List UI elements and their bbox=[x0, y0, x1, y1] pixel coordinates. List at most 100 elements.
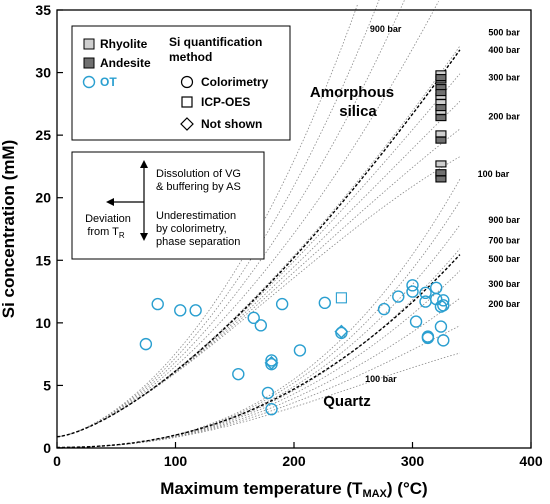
point-ot-diamond-0 bbox=[264, 355, 279, 370]
x-axis-title-subscript: MAX bbox=[362, 488, 387, 500]
inset-left-text-line2: from TR bbox=[87, 226, 125, 240]
pressure-label-4: 200 bar bbox=[488, 111, 520, 121]
point-rhyolite-square-3 bbox=[435, 130, 447, 138]
point-ot-circle-30 bbox=[421, 331, 435, 345]
amorphous-silica-label-line1: Amorphous bbox=[310, 84, 394, 101]
point-ot-circle-28 bbox=[437, 334, 450, 347]
pressure-label-11: 100 bar bbox=[365, 374, 397, 384]
legend-colorimetry-marker bbox=[180, 75, 194, 89]
legend-rhyolite-marker bbox=[83, 38, 95, 50]
legend-andesite-marker bbox=[83, 57, 95, 69]
point-andesite-square-5 bbox=[435, 169, 447, 177]
point-ot-circle-13 bbox=[318, 296, 332, 310]
x-tick-label-0: 0 bbox=[53, 453, 61, 469]
amorphous-isobar-6 bbox=[56, 0, 405, 438]
point-ot-circle-18 bbox=[406, 285, 419, 298]
point-rhyolite-square-4 bbox=[435, 160, 447, 168]
y-tick-label-0: 0 bbox=[43, 440, 51, 456]
point-ot-circle-19 bbox=[409, 315, 423, 328]
quartz-curve bbox=[57, 254, 461, 449]
inset-up-text-line2: & buffering by AS bbox=[156, 181, 241, 193]
legend-method-title-line1: Si quantification bbox=[169, 35, 262, 49]
y-tick-label-15: 15 bbox=[35, 252, 51, 268]
point-ot-circle-16 bbox=[392, 290, 405, 303]
amorphous-silica-label-line2: silica bbox=[339, 103, 377, 120]
point-ot-diamond-1 bbox=[334, 324, 349, 339]
point-andesite-square-6 bbox=[435, 175, 447, 183]
point-ot-circle-3 bbox=[189, 304, 202, 317]
point-ot-circle-6 bbox=[254, 319, 268, 332]
x-tick-label-100: 100 bbox=[164, 453, 188, 469]
legend-rhyolite-label: Rhyolite bbox=[100, 37, 148, 51]
x-tick-label-400: 400 bbox=[519, 453, 543, 469]
inset-frame bbox=[71, 151, 265, 260]
inset-left-arrowhead bbox=[106, 198, 114, 206]
inset-down-text-line2: by colorimetry, bbox=[156, 223, 227, 235]
x-axis-title: Maximum temperature (TMAX) (°C) bbox=[160, 479, 427, 500]
quartz-isobar-0 bbox=[57, 352, 461, 448]
amorphous-isobar-7 bbox=[56, 0, 380, 438]
point-ot-circle-15 bbox=[377, 302, 391, 316]
quartz-isobar-1 bbox=[57, 325, 461, 448]
legend: Rhyolite Andesite OT Si quantification m… bbox=[71, 25, 291, 141]
point-ot-circle-5 bbox=[247, 311, 260, 325]
legend-colorimetry-label: Colorimetry bbox=[201, 75, 269, 89]
legend-ot-marker bbox=[82, 75, 96, 89]
pressure-label-7: 700 bar bbox=[488, 235, 520, 245]
pressure-label-10: 200 bar bbox=[488, 299, 520, 309]
y-tick-label-20: 20 bbox=[35, 190, 51, 206]
point-ot-circle-11 bbox=[275, 297, 289, 311]
point-andesite-square-3 bbox=[435, 114, 447, 122]
point-ot-circle-23 bbox=[430, 281, 443, 295]
pressure-label-5: 100 bar bbox=[478, 169, 510, 179]
y-tick-label-10: 10 bbox=[35, 315, 51, 331]
point-ot-circle-29 bbox=[437, 299, 450, 312]
legend-icp-marker bbox=[181, 96, 193, 108]
y-tick-label-5: 5 bbox=[43, 377, 51, 393]
pressure-label-9: 300 bar bbox=[488, 279, 520, 289]
solubility-curves bbox=[56, 0, 461, 449]
inset-left-text-line1: Deviation bbox=[85, 213, 131, 225]
point-ot-circle-2 bbox=[174, 304, 187, 317]
pressure-label-0: 900 bar bbox=[370, 24, 402, 34]
legend-andesite-label: Andesite bbox=[100, 56, 151, 70]
point-andesite-square-4 bbox=[435, 136, 447, 144]
inset-down-text-line1: Underestimation bbox=[156, 210, 236, 222]
legend-not-shown-marker bbox=[180, 117, 194, 131]
point-ot-circle-12 bbox=[293, 344, 307, 357]
point-andesite-square-8 bbox=[435, 89, 447, 97]
inset-left-subscript: R bbox=[119, 231, 125, 240]
point-ot-circle-1 bbox=[151, 297, 164, 311]
point-ot-circle-4 bbox=[232, 367, 245, 381]
quartz-label: Quartz bbox=[323, 393, 371, 410]
inset-up-text-line1: Dissolution of VG bbox=[156, 168, 241, 180]
point-ot-circle-26 bbox=[437, 294, 450, 307]
inset-explanation: Dissolution of VG & buffering by AS Unde… bbox=[71, 151, 265, 260]
pressure-label-8: 500 bar bbox=[488, 254, 520, 264]
y-axis-title: Si concentration (mM) bbox=[0, 140, 18, 319]
inset-down-arrowhead bbox=[140, 233, 148, 241]
point-ot-circle-27 bbox=[434, 320, 448, 333]
pressure-label-6: 900 bar bbox=[488, 215, 520, 225]
pressure-label-3: 300 bar bbox=[488, 73, 520, 83]
point-andesite-square-2 bbox=[435, 104, 447, 112]
point-ot-circle-20 bbox=[419, 286, 432, 300]
legend-icp-label: ICP-OES bbox=[201, 95, 250, 109]
amorphous-isobar-5 bbox=[56, 1, 439, 438]
y-tick-label-25: 25 bbox=[35, 127, 51, 143]
quartz-isobar-4 bbox=[57, 248, 461, 448]
amorphous-isobar-4 bbox=[56, 45, 461, 438]
point-ot-circle-17 bbox=[406, 279, 419, 292]
point-ot-circle-0 bbox=[139, 337, 153, 351]
legend-method-title-line2: method bbox=[169, 50, 212, 64]
inset-down-text-line3: phase separation bbox=[156, 236, 240, 248]
inset-up-arrowhead bbox=[140, 160, 148, 168]
pressure-label-1: 500 bar bbox=[488, 28, 520, 38]
x-tick-label-300: 300 bbox=[401, 453, 425, 469]
y-tick-label-30: 30 bbox=[35, 65, 51, 81]
axes: 0 100 200 300 400 0 5 10 15 20 25 30 35 bbox=[35, 2, 542, 469]
x-tick-label-200: 200 bbox=[282, 453, 306, 469]
y-tick-label-35: 35 bbox=[35, 2, 51, 18]
legend-ot-label: OT bbox=[100, 75, 117, 89]
